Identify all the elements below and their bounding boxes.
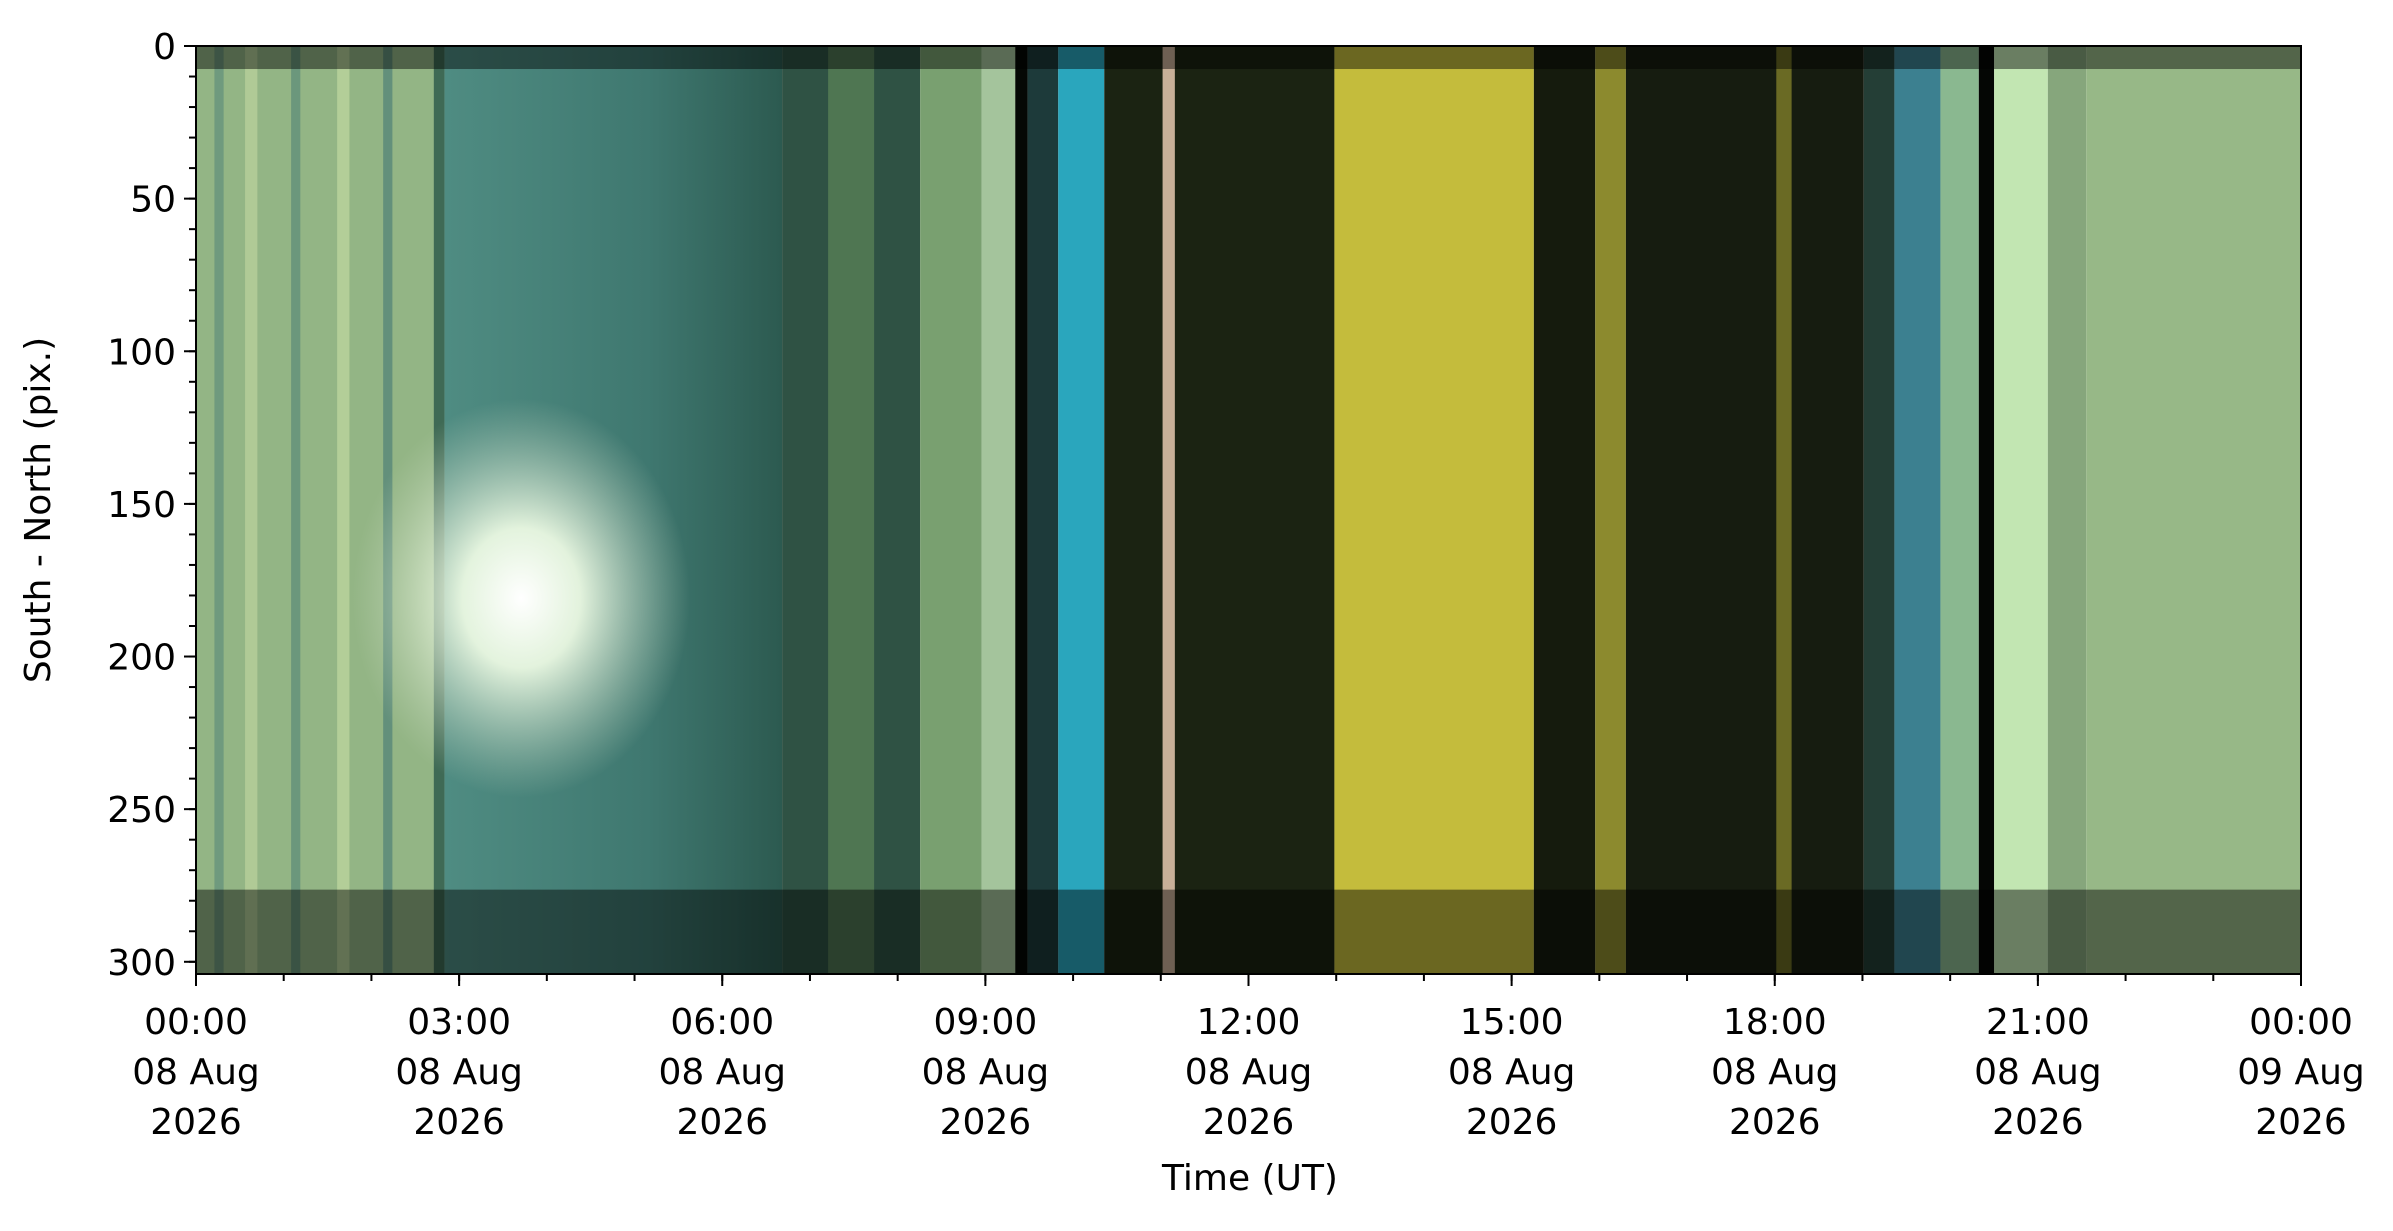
keogram-image	[196, 46, 2301, 974]
y-tick-label: 50	[130, 180, 176, 221]
x-tick-label: 08 Aug	[395, 1052, 523, 1093]
x-tick-label: 2026	[1466, 1102, 1558, 1143]
x-tick-label: 09 Aug	[2237, 1052, 2365, 1093]
x-tick-label: 09:00	[934, 1002, 1038, 1043]
x-tick-label: 08 Aug	[1185, 1052, 1313, 1093]
y-tick-label: 200	[107, 638, 176, 679]
y-tick-label: 0	[153, 27, 176, 68]
x-tick-label: 08 Aug	[1974, 1052, 2102, 1093]
x-tick-label: 08 Aug	[1448, 1052, 1576, 1093]
y-tick-label: 150	[107, 485, 176, 526]
x-tick-label: 06:00	[670, 1002, 774, 1043]
x-tick-label: 00:00	[144, 1002, 248, 1043]
x-axis-title: Time (UT)	[1161, 1158, 1338, 1199]
y-tick-label: 250	[107, 790, 176, 831]
x-tick-label: 08 Aug	[1711, 1052, 1839, 1093]
x-tick-label: 2026	[676, 1102, 768, 1143]
x-tick-label: 03:00	[407, 1002, 511, 1043]
x-tick-label: 21:00	[1986, 1002, 2090, 1043]
x-tick-label: 2026	[2255, 1102, 2347, 1143]
x-tick-label: 08 Aug	[922, 1052, 1050, 1093]
x-tick-label: 2026	[150, 1102, 242, 1143]
x-tick-label: 00:00	[2249, 1002, 2353, 1043]
x-tick-label: 2026	[940, 1102, 1032, 1143]
x-tick-label: 15:00	[1460, 1002, 1564, 1043]
x-tick-label: 18:00	[1723, 1002, 1827, 1043]
x-tick-label: 12:00	[1197, 1002, 1301, 1043]
x-tick-label: 2026	[1729, 1102, 1821, 1143]
x-tick-label: 2026	[1203, 1102, 1295, 1143]
x-tick-label: 08 Aug	[658, 1052, 786, 1093]
y-tick-label: 100	[107, 332, 176, 373]
x-tick-label: 2026	[413, 1102, 505, 1143]
x-tick-label: 2026	[1992, 1102, 2084, 1143]
y-axis-title: South - North (pix.)	[18, 337, 59, 683]
x-tick-label: 08 Aug	[132, 1052, 260, 1093]
y-tick-label: 300	[107, 943, 176, 984]
